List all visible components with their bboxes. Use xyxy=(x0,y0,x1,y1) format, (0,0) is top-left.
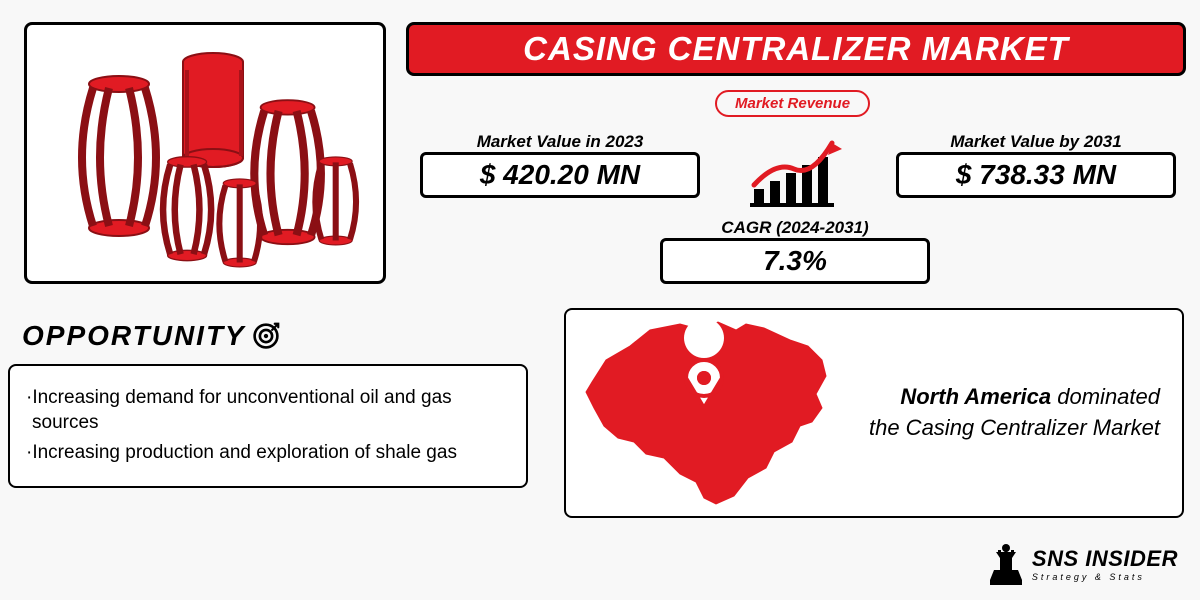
revenue-badge-text: Market Revenue xyxy=(735,95,850,112)
stat-cagr-value: 7.3% xyxy=(660,238,930,284)
target-icon xyxy=(252,322,280,350)
opportunity-heading-text: OPPORTUNITY xyxy=(22,320,246,352)
page-title: CASING CENTRALIZER MARKET xyxy=(523,30,1069,68)
stat-2023-label: Market Value in 2023 xyxy=(420,132,700,152)
product-image-frame xyxy=(24,22,386,284)
brand-chess-icon xyxy=(988,542,1024,586)
growth-chart-icon xyxy=(740,135,850,205)
brand-name: SNS INSIDER xyxy=(1032,546,1178,572)
stat-2031-value: $ 738.33 MN xyxy=(896,152,1176,198)
brand-mark: SNS INSIDER Strategy & Stats xyxy=(988,542,1178,586)
stat-2031: Market Value by 2031 $ 738.33 MN xyxy=(896,132,1176,198)
stat-2031-label: Market Value by 2031 xyxy=(896,132,1176,152)
opportunity-item: ·Increasing production and exploration o… xyxy=(26,441,510,466)
stat-2023: Market Value in 2023 $ 420.20 MN xyxy=(420,132,700,198)
opportunity-item: ·Increasing demand for unconventional oi… xyxy=(26,386,510,435)
title-bar: CASING CENTRALIZER MARKET xyxy=(406,22,1186,76)
region-name: North America xyxy=(900,384,1051,409)
revenue-badge: Market Revenue xyxy=(715,90,870,117)
region-box: North America dominated the Casing Centr… xyxy=(564,308,1184,518)
stat-cagr-label: CAGR (2024-2031) xyxy=(660,218,930,238)
centralizer-illustration xyxy=(45,38,365,268)
north-america-map-icon xyxy=(574,318,854,508)
stat-cagr: CAGR (2024-2031) 7.3% xyxy=(660,218,930,284)
stat-2023-value: $ 420.20 MN xyxy=(420,152,700,198)
opportunity-heading: OPPORTUNITY xyxy=(22,320,280,352)
brand-tagline: Strategy & Stats xyxy=(1032,572,1178,582)
opportunity-box: ·Increasing demand for unconventional oi… xyxy=(8,364,528,488)
region-text: North America dominated the Casing Centr… xyxy=(866,382,1160,444)
